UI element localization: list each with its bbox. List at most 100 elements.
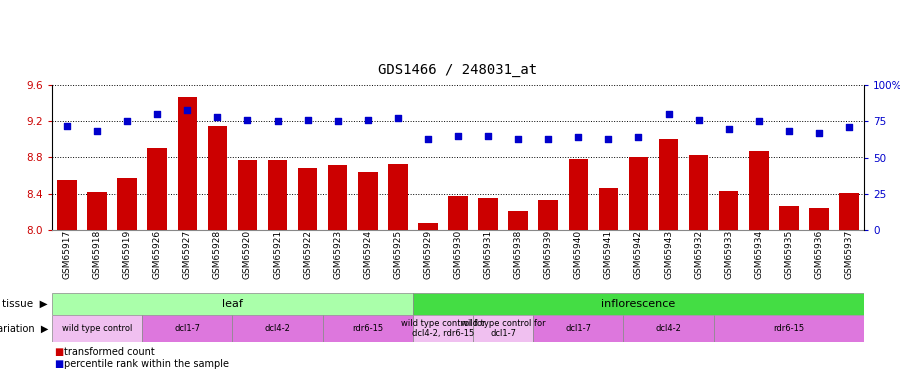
Text: dcl4-2: dcl4-2 <box>265 324 291 333</box>
Bar <box>148 148 167 230</box>
Text: GSM65921: GSM65921 <box>273 230 282 279</box>
Text: GSM65922: GSM65922 <box>303 230 312 279</box>
Text: wild type control for
dcl1-7: wild type control for dcl1-7 <box>461 319 545 338</box>
Text: genotype/variation  ▶: genotype/variation ▶ <box>0 324 48 333</box>
Point <box>150 111 165 117</box>
Text: rdr6-15: rdr6-15 <box>773 324 805 333</box>
Point <box>330 118 345 124</box>
Point <box>120 118 134 124</box>
Bar <box>533 315 624 342</box>
Text: GSM65936: GSM65936 <box>814 230 824 279</box>
Text: GSM65930: GSM65930 <box>454 230 463 279</box>
Text: ■: ■ <box>54 359 63 369</box>
Text: tissue  ▶: tissue ▶ <box>3 299 48 309</box>
Bar <box>629 158 648 230</box>
Text: GSM65929: GSM65929 <box>423 230 432 279</box>
Bar <box>117 178 137 230</box>
Bar <box>323 315 413 342</box>
Text: GSM65927: GSM65927 <box>183 230 192 279</box>
Text: dcl4-2: dcl4-2 <box>655 324 681 333</box>
Point <box>211 114 225 120</box>
Bar <box>58 180 76 230</box>
Text: GSM65939: GSM65939 <box>544 230 553 279</box>
Bar <box>418 223 437 230</box>
Text: GSM65943: GSM65943 <box>664 230 673 279</box>
Bar <box>448 196 468 230</box>
Point <box>631 134 645 140</box>
Bar <box>413 293 864 315</box>
Bar <box>478 198 498 230</box>
Text: GSM65940: GSM65940 <box>574 230 583 279</box>
Text: dcl1-7: dcl1-7 <box>565 324 591 333</box>
Text: wild type control for
dcl4-2, rdr6-15: wild type control for dcl4-2, rdr6-15 <box>400 319 485 338</box>
Text: GSM65932: GSM65932 <box>694 230 703 279</box>
Bar <box>388 164 408 230</box>
Text: GSM65926: GSM65926 <box>153 230 162 279</box>
Text: GSM65918: GSM65918 <box>93 230 102 279</box>
Bar <box>659 140 679 230</box>
Bar <box>268 160 287 230</box>
Point <box>691 117 706 123</box>
Text: percentile rank within the sample: percentile rank within the sample <box>64 359 229 369</box>
Text: GSM65925: GSM65925 <box>393 230 402 279</box>
Bar <box>508 211 528 230</box>
Bar <box>87 192 107 230</box>
Point <box>722 126 736 132</box>
Text: GSM65924: GSM65924 <box>364 230 373 279</box>
Text: inflorescence: inflorescence <box>601 299 676 309</box>
Bar <box>413 315 473 342</box>
Bar <box>473 315 533 342</box>
Text: GSM65942: GSM65942 <box>634 230 643 279</box>
Bar <box>688 155 708 230</box>
Point <box>270 118 284 124</box>
Text: transformed count: transformed count <box>64 347 155 357</box>
Point <box>572 134 586 140</box>
Bar <box>232 315 323 342</box>
Text: GSM65917: GSM65917 <box>62 230 71 279</box>
Bar <box>714 315 864 342</box>
Point <box>391 116 405 122</box>
Bar <box>749 151 769 230</box>
Bar <box>598 188 618 230</box>
Point <box>361 117 375 123</box>
Point <box>662 111 676 117</box>
Text: ■: ■ <box>54 347 63 357</box>
Text: GSM65928: GSM65928 <box>213 230 222 279</box>
Bar <box>52 293 413 315</box>
Bar <box>538 200 558 230</box>
Bar <box>358 172 378 230</box>
Text: GSM65935: GSM65935 <box>784 230 793 279</box>
Bar <box>839 193 859 230</box>
Point <box>842 124 856 130</box>
Point <box>90 128 104 134</box>
Bar <box>52 315 142 342</box>
Point <box>240 117 255 123</box>
Bar <box>298 168 318 230</box>
Bar <box>142 315 232 342</box>
Point <box>781 128 796 134</box>
Text: GSM65920: GSM65920 <box>243 230 252 279</box>
Text: GSM65934: GSM65934 <box>754 230 763 279</box>
Bar <box>177 97 197 230</box>
Point <box>180 106 194 112</box>
Text: rdr6-15: rdr6-15 <box>352 324 383 333</box>
Bar <box>328 165 347 230</box>
Point <box>601 136 616 142</box>
Text: GSM65931: GSM65931 <box>483 230 492 279</box>
Text: leaf: leaf <box>222 299 243 309</box>
Text: GSM65923: GSM65923 <box>333 230 342 279</box>
Bar <box>238 160 257 230</box>
Point <box>541 136 555 142</box>
Point <box>752 118 766 124</box>
Point <box>420 136 435 142</box>
Point <box>451 133 465 139</box>
Point <box>301 117 315 123</box>
Point <box>59 123 74 129</box>
Bar <box>208 126 227 230</box>
Bar <box>624 315 714 342</box>
Text: GSM65937: GSM65937 <box>844 230 853 279</box>
Text: GSM65919: GSM65919 <box>122 230 131 279</box>
Text: GSM65941: GSM65941 <box>604 230 613 279</box>
Bar <box>719 191 738 230</box>
Bar <box>779 206 798 230</box>
